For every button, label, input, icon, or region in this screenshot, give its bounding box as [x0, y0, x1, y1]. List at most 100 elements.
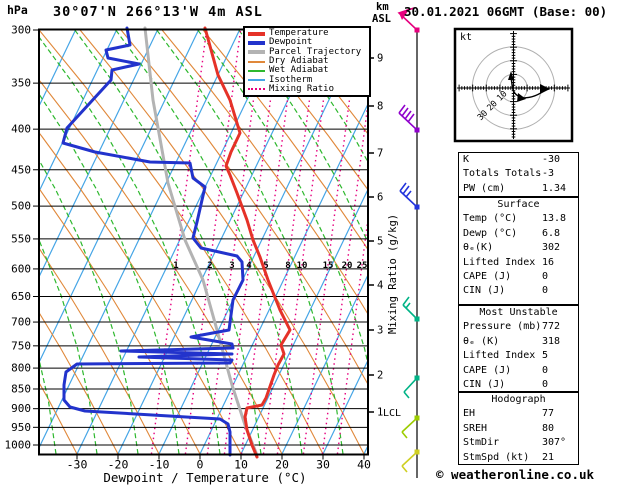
dry-adiabat-line [39, 29, 324, 455]
row-label: Totals Totals [463, 168, 542, 180]
table-row: EH 77 [463, 407, 578, 421]
pressure-tick-label: 850 [11, 382, 31, 395]
row-value: 0 [542, 364, 549, 376]
row-value: -3 [542, 168, 555, 180]
km-tick-label: 5 [377, 236, 383, 248]
legend-item: Temperature [248, 29, 369, 38]
mixing-ratio-line [321, 98, 368, 455]
run-date-title: 30.01.2021 06GMT (Base: 00) [404, 4, 608, 19]
parcel-trajectory-curve [143, 26, 259, 457]
legend-swatch-mixing-ratio [248, 88, 265, 91]
km-tick-label: 6 [377, 192, 383, 204]
wind-barb-1 [397, 7, 420, 33]
wind-barb-tick [401, 431, 408, 439]
row-value: 77 [542, 408, 555, 420]
row-label: Pressure (mb) [463, 321, 542, 333]
wind-barb-tick [402, 185, 410, 195]
plot-frame [38, 28, 369, 456]
wet-adiabat-line [39, 36, 221, 455]
legend-swatch-temperature [248, 31, 265, 36]
table-row: Temp (°C) 13.8 [463, 212, 578, 226]
wind-barb-tick [407, 113, 415, 123]
row-value: 302 [542, 242, 561, 254]
wet-adiabat-line [115, 29, 303, 455]
altitude-axis-unit-km: km [376, 1, 389, 13]
wet-adiabat-line [74, 29, 262, 455]
wet-adiabat-line [39, 158, 139, 455]
row-value: 5 [542, 350, 549, 362]
legend-item: Wet Adiabat [248, 66, 369, 75]
pressure-tick-label: 950 [11, 421, 31, 434]
km-tick-label: 7 [377, 148, 383, 160]
mixing-ratio-line [302, 29, 360, 455]
legend-swatch-dry-adiabat [248, 60, 265, 63]
isotherm-line [39, 29, 118, 193]
wind-barb-6 [401, 415, 420, 439]
legend-label: Wet Adiabat [269, 65, 329, 76]
row-label: SREH [463, 422, 488, 434]
row-value: 307° [542, 437, 567, 449]
table-row: CIN (J) 0 [463, 284, 578, 298]
info-box-hodograph: Hodograph EH 77 SREH 80 StmDir 307° StmSpd (kt)… [458, 392, 579, 465]
table-row: Totals Totals -3 [463, 167, 578, 181]
row-label: Lifted Index [463, 256, 536, 268]
pressure-tick-label: 750 [11, 339, 31, 352]
dry-adiabat-line [202, 29, 368, 251]
row-value: 318 [542, 335, 561, 347]
info-box-most-unstable: Most Unstable Pressure (mb) 772 θₑ (K) 318 Li… [458, 305, 579, 392]
temp-tick-label: -20 [108, 458, 129, 472]
km-tick-label: 3 [377, 325, 383, 337]
wind-barb-tick [401, 465, 408, 473]
wind-barb-tick [403, 391, 410, 399]
row-value: 16 [542, 256, 555, 268]
legend-label: Isotherm [269, 74, 313, 85]
mixing-ratio-value-label: 5 [263, 261, 268, 271]
temperature-axis-label: Dewpoint / Temperature (°C) [103, 470, 307, 485]
dewpoint-curve [61, 26, 245, 457]
hodograph-trace-arrowhead [540, 84, 550, 94]
temperature-curve [203, 26, 292, 459]
wind-barb-tick [402, 296, 410, 306]
table-row: StmDir 307° [463, 436, 578, 450]
dry-adiabat-line [39, 187, 201, 455]
dry-adiabat-line [39, 79, 283, 455]
legend-item: Dry Adiabat [248, 57, 369, 66]
mixing-ratio-value-label: 15 [323, 261, 334, 271]
temp-tick-label: 30 [316, 458, 330, 472]
wind-barb-tick [401, 107, 409, 117]
row-value: -30 [542, 154, 561, 165]
pressure-tick-label: 900 [11, 402, 31, 415]
row-label: CAPE (J) [463, 271, 512, 283]
row-label: StmDir [463, 437, 500, 449]
table-row: CAPE (J) 0 [463, 270, 578, 284]
table-row: Lifted Index 5 [463, 349, 578, 363]
wind-barb-2 [398, 104, 420, 133]
isotherm-line [281, 273, 368, 455]
wind-barb-stem [402, 304, 418, 320]
isotherm-line [39, 29, 159, 279]
mixing-ratio-value-label: 2 [207, 261, 212, 271]
station-title: 30°07'N 266°13'W 4m ASL [53, 4, 263, 20]
legend-item: Isotherm [248, 75, 369, 84]
wet-adiabat-line [39, 92, 180, 455]
table-row: θₑ (K) 318 [463, 335, 578, 349]
temp-tick-label: 20 [275, 458, 289, 472]
table-row: PW (cm) 1.34 [463, 182, 578, 196]
row-label: CAPE (J) [463, 364, 512, 376]
legend-label: Mixing Ratio [269, 83, 335, 94]
wind-barb-tick [398, 104, 406, 114]
temp-tick-label: -30 [67, 458, 88, 472]
isotherm-line [158, 29, 364, 455]
wind-barb-stem [403, 377, 418, 393]
row-value: 1.34 [542, 182, 567, 194]
row-label: Temp (°C) [463, 213, 518, 225]
wet-adiabat-line [156, 29, 344, 455]
mixing-ratio-line [150, 29, 208, 455]
legend-label: Temperature [269, 28, 329, 39]
legend-label: Dry Adiabat [269, 56, 329, 67]
wind-barb-pennant [399, 8, 410, 20]
hodograph-trace-arrowhead [508, 71, 514, 80]
